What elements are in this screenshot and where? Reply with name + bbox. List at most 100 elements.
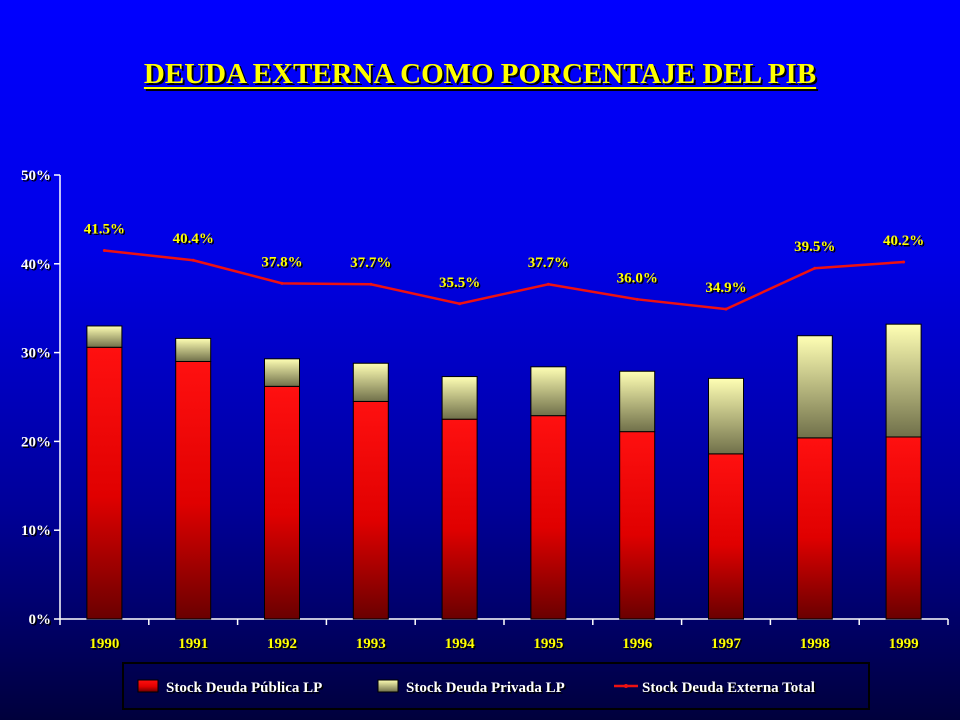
y-tick-label: 20% [21, 434, 51, 450]
x-tick-label-shadow: 1996 [624, 638, 655, 654]
bar-deuda-publica [86, 346, 123, 620]
legend-label: Stock Deuda Externa Total [642, 680, 815, 696]
bar-deuda-publica [530, 415, 567, 620]
y-tick-label-shadow: 20% [23, 436, 53, 452]
line-deuda-externa-total [104, 249, 904, 311]
x-tick-label: 1998 [800, 636, 830, 652]
x-tick-label: 1996 [622, 636, 653, 652]
x-tick-label: 1995 [533, 636, 563, 652]
data-label: 40.4% [173, 231, 214, 247]
y-tick-label-shadow: 40% [23, 258, 53, 274]
bar-deuda-privada [796, 335, 833, 439]
legend-label-shadow: Stock Deuda Privada LP [408, 682, 567, 698]
x-tick-label-shadow: 1995 [535, 638, 565, 654]
data-label: 35.5% [439, 275, 480, 291]
data-label-shadow: 40.2% [884, 235, 925, 251]
y-tick-label: 50% [21, 168, 51, 184]
bar-deuda-privada [175, 337, 212, 362]
line-point [191, 258, 195, 262]
bar-deuda-publica [619, 431, 656, 620]
data-label-shadow: 37.7% [529, 257, 570, 273]
legend-label: Stock Deuda Pública LP [166, 680, 322, 696]
data-label-shadow: 36.0% [618, 272, 659, 288]
data-label: 40.2% [883, 233, 924, 249]
line-point [102, 248, 106, 252]
y-tick-label-shadow: 30% [23, 347, 53, 363]
x-tick-label: 1999 [889, 636, 919, 652]
data-label: 37.8% [261, 254, 302, 270]
data-label: 39.5% [794, 239, 835, 255]
x-tick-label: 1991 [178, 636, 208, 652]
y-tick-label: 10% [21, 523, 51, 539]
y-tick-label-shadow: 50% [23, 170, 53, 186]
legend-label: Stock Deuda Privada LP [406, 680, 565, 696]
legend-label-shadow: Stock Deuda Externa Total [644, 682, 817, 698]
x-tick-label-shadow: 1994 [446, 638, 477, 654]
y-tick-label-shadow: 0% [30, 614, 53, 630]
y-tick-label: 40% [21, 257, 51, 273]
x-tick-label-shadow: 1993 [357, 638, 387, 654]
bar-deuda-privada [530, 366, 567, 417]
bar-deuda-privada [264, 358, 300, 387]
bar-deuda-privada [86, 325, 123, 348]
bar-deuda-privada [441, 376, 478, 420]
bar-deuda-publica [708, 453, 744, 620]
data-labels: 41.5%41.5%40.4%40.4%37.8%37.8% 37.7%37.7%… [84, 221, 926, 297]
x-tick-label: 1997 [711, 636, 742, 652]
bar-deuda-privada [619, 370, 656, 433]
data-label: 37.7% [528, 255, 569, 271]
bar-deuda-publica [352, 400, 389, 620]
data-label: 34.9% [705, 280, 746, 296]
x-tick-label: 1993 [356, 636, 386, 652]
line-point [458, 302, 462, 306]
legend-swatch [137, 679, 159, 693]
y-tick-label: 0% [29, 612, 52, 628]
line-point [546, 282, 550, 286]
x-tick-label-shadow: 1998 [801, 638, 831, 654]
data-label-shadow: 35.5% [440, 276, 481, 292]
x-tick-label-shadow: 1999 [890, 638, 920, 654]
data-label: 41.5% [84, 221, 125, 237]
bar-deuda-privada [352, 362, 389, 402]
x-tick-label: 1990 [89, 636, 119, 652]
bar-deuda-publica [441, 418, 478, 620]
data-label: 37.7% [350, 255, 391, 271]
data-label: 36.0% [617, 270, 658, 286]
x-tick-label-shadow: 1992 [269, 638, 299, 654]
legend-label-shadow: Stock Deuda Pública LP [168, 682, 324, 698]
data-label-shadow: 41.5% [85, 223, 126, 239]
line-point [813, 266, 817, 270]
line-point [369, 282, 373, 286]
bar-deuda-privada [708, 377, 744, 455]
x-tick-label-shadow: 1997 [713, 638, 744, 654]
legend-swatch-point [624, 684, 628, 688]
line-point [724, 307, 728, 311]
y-tick-label: 30% [21, 346, 51, 362]
line-point [635, 297, 639, 301]
bar-deuda-publica [175, 360, 212, 620]
data-label-shadow: 34.9% [707, 282, 748, 298]
data-label-shadow: 37.7% [352, 257, 393, 273]
legend-box [122, 662, 870, 710]
bars [86, 323, 922, 620]
y-tick-label-shadow: 10% [23, 525, 53, 541]
x-tick-label-shadow: 1991 [180, 638, 210, 654]
bar-deuda-publica [264, 385, 300, 620]
legend-swatch [377, 679, 399, 693]
line-point [902, 260, 906, 264]
bar-deuda-publica [796, 437, 833, 620]
chart-title: DEUDA EXTERNA COMO PORCENTAJE DEL PIB [143, 58, 817, 90]
bar-deuda-privada [885, 323, 922, 438]
x-tick-label-shadow: 1990 [91, 638, 121, 654]
bar-deuda-publica [885, 436, 922, 620]
x-tick-label: 1994 [445, 636, 476, 652]
axes: 0%0%10%10%20%20%30%30%40%40%50%50%199019… [21, 168, 949, 654]
data-label-shadow: 39.5% [796, 241, 837, 257]
data-label-shadow: 40.4% [174, 233, 215, 249]
total-line [102, 248, 906, 311]
x-tick-label: 1992 [267, 636, 297, 652]
line-point [280, 281, 284, 285]
data-label-shadow: 37.8% [263, 256, 304, 272]
